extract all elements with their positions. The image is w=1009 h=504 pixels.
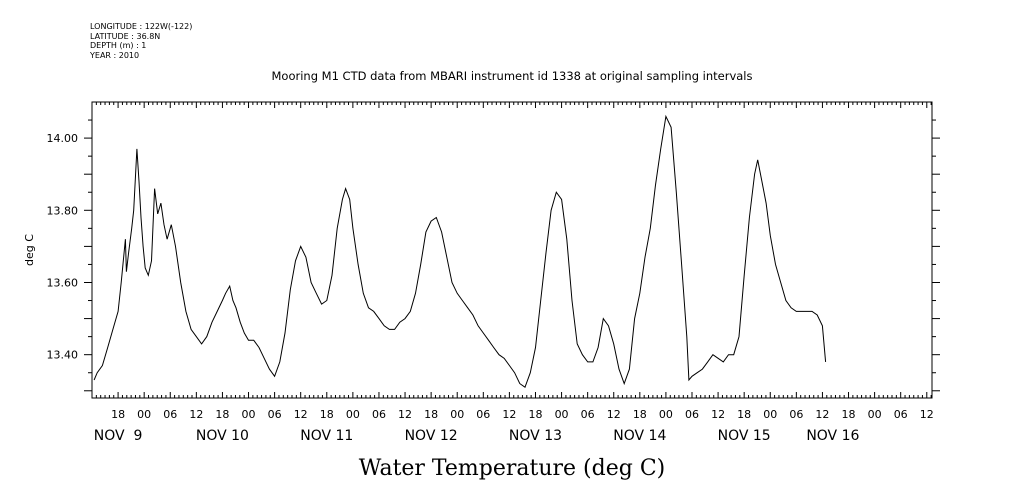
longitude-label: LONGITUDE : 122W(-122)	[90, 22, 193, 31]
x-hour-label: 12	[920, 408, 934, 421]
x-hour-label: 06	[685, 408, 699, 421]
x-hour-label: 00	[763, 408, 777, 421]
y-tick-label: 13.40	[47, 349, 79, 362]
x-axis: 18 00 06 12 18 00 06 12 18 00 06 12 18 00 06 12 18 00 06 12…	[94, 408, 934, 444]
x-hour-label: 00	[242, 408, 256, 421]
x-hour-label: 18	[528, 408, 542, 421]
x-hour-label: 00	[868, 408, 882, 421]
x-hour-label: 06	[789, 408, 803, 421]
x-hour-label: 06	[476, 408, 490, 421]
x-hour-label: 06	[372, 408, 386, 421]
depth-label: DEPTH (m) : 1	[90, 41, 147, 51]
x-hour-label: 00	[555, 408, 569, 421]
x-hour-label: 06	[163, 408, 177, 421]
x-hour-label: 00	[346, 408, 360, 421]
x-hour-label: 18	[424, 408, 438, 421]
x-hour-label: 18	[215, 408, 229, 421]
y-axis-label: deg C	[23, 234, 36, 266]
x-hour-label: 12	[294, 408, 308, 421]
x-day-label: NOV 16	[806, 428, 859, 444]
water-temperature-line	[93, 114, 827, 388]
y-tick-label: 14.00	[47, 132, 79, 145]
x-day-label: NOV 13	[509, 428, 562, 444]
chart-title: Mooring M1 CTD data from MBARI instrumen…	[272, 69, 753, 83]
x-hour-label: 12	[398, 408, 412, 421]
x-hour-label: 12	[189, 408, 203, 421]
plot-frame	[91, 101, 933, 399]
x-hour-label: 12	[815, 408, 829, 421]
latitude-label: LATITUDE : 36.8N	[90, 31, 161, 41]
year-label: YEAR : 2010	[90, 50, 140, 60]
x-axis-label: Water Temperature (deg C)	[359, 456, 666, 481]
x-hour-label: 18	[111, 408, 125, 421]
x-hour-label: 12	[711, 408, 725, 421]
x-hour-label: 00	[450, 408, 464, 421]
x-hour-label: 18	[320, 408, 334, 421]
y-tick-label: 13.80	[47, 204, 79, 217]
x-day-label: NOV 14	[613, 428, 666, 444]
x-day-label: NOV 10	[196, 428, 249, 444]
x-hour-label: 00	[137, 408, 151, 421]
x-hour-label: 06	[581, 408, 595, 421]
x-hour-label: 12	[502, 408, 516, 421]
x-hour-label: 18	[633, 408, 647, 421]
x-hour-label: 06	[268, 408, 282, 421]
x-hour-label: 18	[737, 408, 751, 421]
y-axis: 13.40 13.60 13.80 14.00	[47, 119, 940, 392]
x-hour-label: 12	[607, 408, 621, 421]
x-day-label: NOV 11	[300, 428, 353, 444]
metadata-block: LONGITUDE : 122W(-122) LATITUDE : 36.8N …	[90, 22, 192, 60]
x-hour-label: 18	[842, 408, 856, 421]
minor-ticks	[91, 102, 932, 398]
x-day-label: NOV 12	[405, 428, 458, 444]
x-hour-label: 06	[894, 408, 908, 421]
x-day-label: NOV 15	[718, 428, 771, 444]
y-tick-label: 13.60	[47, 276, 79, 289]
x-hour-label: 00	[659, 408, 673, 421]
x-day-label: NOV 9	[94, 428, 143, 444]
